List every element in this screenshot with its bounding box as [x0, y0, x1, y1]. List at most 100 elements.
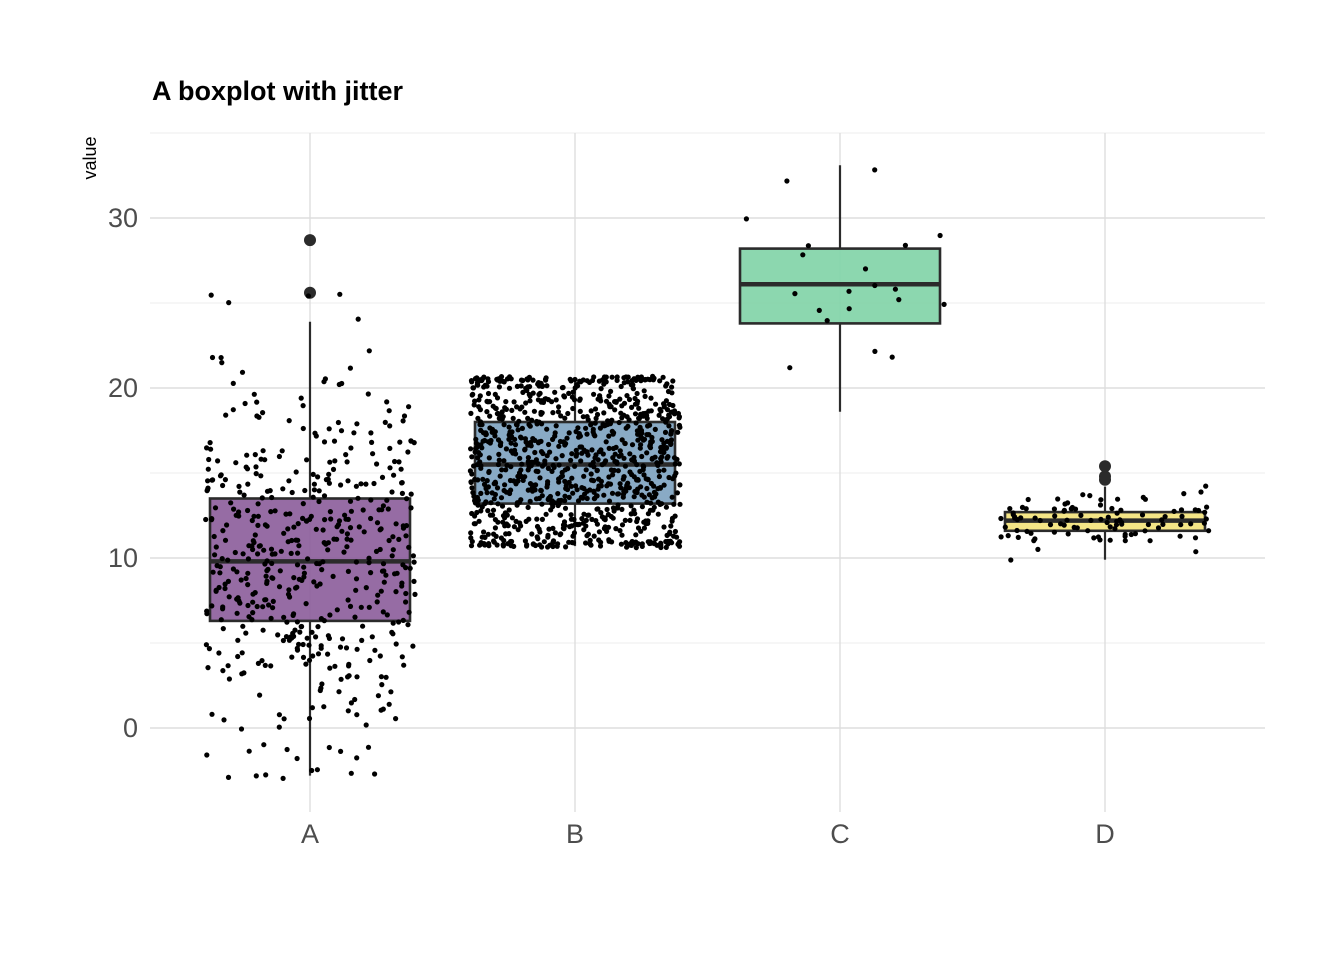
jitter-point [664, 407, 671, 413]
jitter-point [503, 446, 509, 452]
jitter-point [574, 451, 580, 457]
jitter-point [338, 428, 345, 434]
jitter-point [612, 407, 618, 413]
jitter-point [1122, 538, 1128, 544]
jitter-point [209, 477, 215, 483]
jitter-point [321, 493, 328, 499]
jitter-point [344, 531, 350, 537]
jitter-point [396, 536, 402, 543]
jitter-point [502, 482, 508, 488]
jitter-point [479, 534, 485, 540]
jitter-point [1178, 507, 1185, 513]
jitter-point [374, 599, 380, 605]
jitter-point [558, 413, 564, 419]
jitter-point [588, 408, 594, 414]
jitter-point [491, 531, 497, 537]
jitter-point [209, 354, 216, 361]
jitter-point [309, 705, 315, 711]
jitter-point [665, 538, 671, 544]
jitter-point [490, 507, 497, 513]
jitter-point [563, 544, 569, 550]
jitter-point [581, 473, 587, 479]
jitter-point [244, 452, 250, 458]
jitter-point [1032, 515, 1038, 521]
jitter-point [389, 553, 395, 559]
jitter-point [553, 456, 559, 462]
jitter-point [638, 528, 644, 534]
jitter-point [255, 501, 261, 507]
jitter-point [243, 630, 249, 636]
jitter-point [596, 378, 603, 384]
jitter-point [322, 517, 328, 523]
jitter-point [268, 615, 274, 622]
jitter-point [659, 501, 665, 507]
jitter-point [532, 487, 538, 493]
jitter-point [1171, 508, 1177, 514]
jitter-point [647, 539, 653, 545]
jitter-point [1074, 525, 1080, 531]
jitter-point [575, 498, 582, 504]
jitter-point [255, 513, 261, 519]
jitter-point [598, 386, 604, 392]
jitter-point [651, 489, 658, 495]
jitter-point [363, 722, 369, 728]
jitter-point [580, 414, 586, 420]
jitter-point [503, 406, 509, 412]
jitter-point [204, 487, 211, 493]
jitter-point [511, 436, 518, 442]
jitter-point [538, 488, 544, 494]
jitter-point [254, 413, 260, 419]
jitter-point [330, 466, 337, 472]
jitter-point [618, 541, 625, 547]
jitter-point [300, 641, 306, 648]
jitter-point [386, 537, 392, 544]
jitter-point [605, 481, 612, 487]
jitter-point [639, 430, 645, 436]
jitter-point [568, 512, 574, 518]
jitter-point [277, 568, 283, 574]
jitter-point [550, 543, 556, 550]
jitter-point [527, 398, 533, 404]
jitter-point [399, 580, 405, 586]
jitter-point [392, 458, 398, 465]
jitter-point [644, 450, 650, 456]
jitter-point [1002, 524, 1008, 530]
jitter-point [304, 635, 310, 641]
jitter-point [306, 642, 312, 648]
box-group-C [738, 165, 942, 412]
jitter-point [383, 572, 389, 578]
x-tick-label: C [830, 819, 850, 849]
jitter-point [671, 408, 678, 414]
jitter-point [515, 427, 521, 433]
jitter-point [403, 565, 409, 571]
jitter-point [599, 514, 605, 520]
jitter-point [1142, 496, 1148, 502]
jitter-point [1055, 496, 1061, 502]
jitter-point [316, 488, 322, 494]
jitter-point [287, 511, 293, 517]
jitter-point [321, 618, 327, 624]
jitter-point [386, 701, 392, 707]
jitter-point [498, 495, 505, 501]
jitter-point [469, 510, 475, 517]
jitter-point [542, 396, 548, 402]
jitter-point [513, 481, 519, 487]
jitter-point [367, 657, 373, 664]
jitter-point [270, 575, 276, 581]
jitter-point [252, 452, 258, 458]
jitter-point [499, 503, 506, 509]
jitter-point [545, 532, 551, 539]
jitter-point [336, 689, 342, 695]
jitter-point [348, 700, 354, 706]
jitter-point [677, 501, 683, 507]
jitter-point [335, 419, 341, 426]
jitter-point [517, 455, 523, 461]
jitter-point [347, 525, 354, 531]
jitter-point [541, 539, 547, 545]
jitter-point [348, 770, 354, 776]
jitter-point [348, 537, 354, 543]
jitter-point [343, 645, 350, 651]
jitter-point [239, 369, 246, 375]
jitter-point [572, 463, 578, 469]
